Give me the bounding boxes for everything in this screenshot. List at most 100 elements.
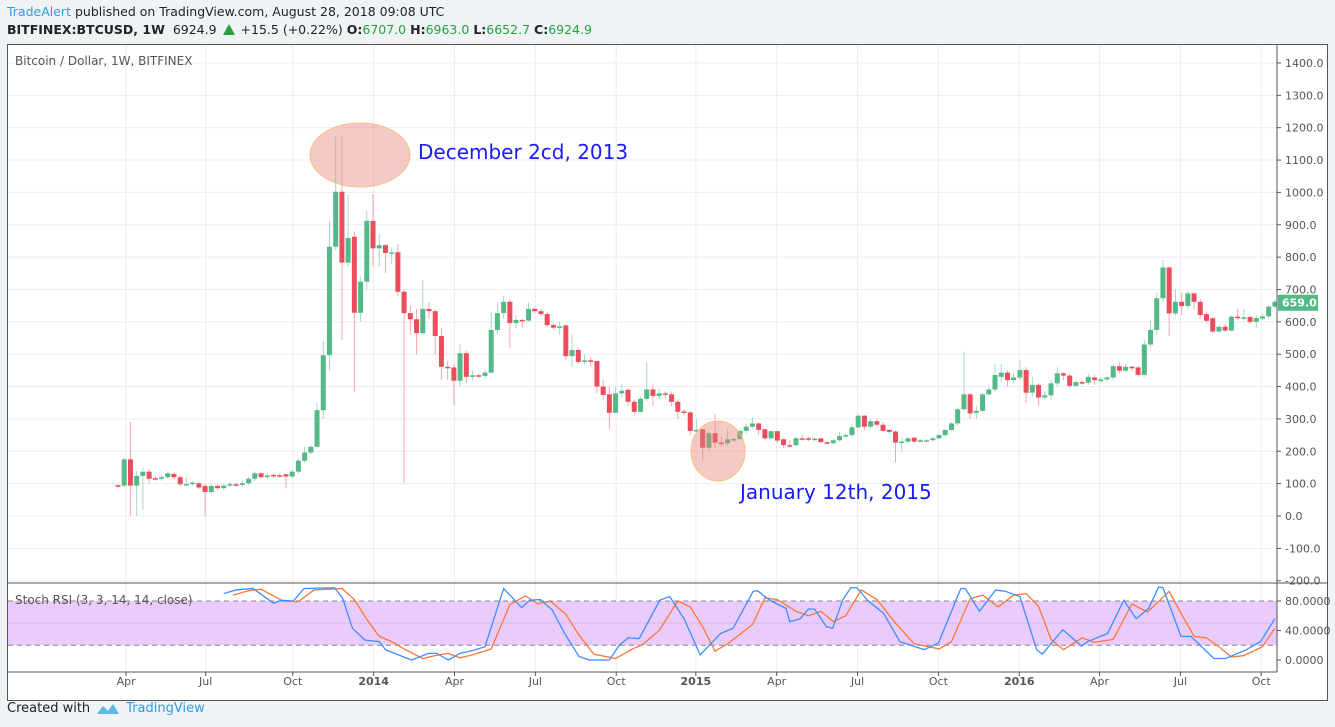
created-with: Created with <box>7 701 91 716</box>
candle <box>1048 380 1054 400</box>
candle <box>992 363 998 392</box>
candle-body <box>1123 366 1129 371</box>
candle <box>134 470 140 516</box>
candle-body <box>1148 329 1154 345</box>
candle-body <box>637 398 643 412</box>
candle-body <box>1073 382 1079 386</box>
candle <box>986 386 992 397</box>
candle-body <box>986 389 992 395</box>
candle <box>1241 308 1247 321</box>
candle <box>302 446 308 463</box>
candle-body <box>644 389 650 399</box>
candle-body <box>600 386 606 395</box>
candle <box>215 483 221 491</box>
price-tick-label: 700.0 <box>1285 283 1317 296</box>
candle-body <box>575 349 581 362</box>
candle-body <box>463 353 469 377</box>
candle <box>787 439 793 449</box>
candle-body <box>613 393 619 413</box>
stoch-band <box>8 600 1277 646</box>
candle-body <box>215 485 221 489</box>
candle <box>948 422 954 432</box>
tradingview-link[interactable]: TradingView <box>126 701 205 716</box>
candle-body <box>470 375 476 377</box>
candle-body <box>961 394 967 410</box>
candle <box>140 467 146 510</box>
candle <box>899 438 905 452</box>
candle-body <box>1141 344 1147 375</box>
candle-body <box>246 478 252 484</box>
candle-body <box>165 473 171 478</box>
candle-body <box>762 429 768 439</box>
candle <box>1179 292 1185 316</box>
candle-body <box>196 483 202 488</box>
candle <box>594 360 600 394</box>
candle-body <box>171 473 177 478</box>
time-tick-label: Oct <box>283 675 303 688</box>
candle <box>774 430 780 444</box>
candle-body <box>1172 301 1178 314</box>
candle <box>271 472 276 478</box>
candle <box>289 469 295 479</box>
author-link[interactable]: TradeAlert <box>7 4 71 19</box>
candle <box>283 473 289 489</box>
footer: Created with TradingView <box>7 701 205 716</box>
candle-body <box>277 475 283 477</box>
candle-body <box>1067 375 1073 386</box>
candle <box>824 440 830 445</box>
candle-body <box>930 438 936 441</box>
candle <box>637 396 643 413</box>
candle <box>625 388 631 406</box>
candle <box>849 423 855 437</box>
candle <box>1154 292 1160 335</box>
candle-body <box>718 442 724 445</box>
candle-body <box>532 308 538 312</box>
candle-body <box>998 372 1004 377</box>
candle <box>1166 266 1172 337</box>
candle-body <box>1060 373 1066 376</box>
candle-body <box>843 435 849 437</box>
candle-body <box>295 460 301 472</box>
candle <box>532 306 538 314</box>
candle <box>874 418 880 427</box>
candle-body <box>382 245 388 253</box>
candle-body <box>1116 366 1122 371</box>
candle-body <box>264 475 270 478</box>
candle-body <box>992 374 998 390</box>
high-value: 6963.0 <box>425 22 470 37</box>
publish-info: TradeAlert published on TradingView.com,… <box>7 4 444 19</box>
candle-body <box>488 329 494 373</box>
candle-body <box>1042 395 1048 398</box>
candle-body <box>202 485 208 493</box>
price-tick-label: 200.0 <box>1285 445 1317 458</box>
candle <box>1073 380 1079 387</box>
candle-body <box>438 336 444 367</box>
candle <box>1253 315 1259 329</box>
candle-body <box>650 389 656 396</box>
candle-body <box>675 401 681 412</box>
candle-body <box>656 393 662 396</box>
up-arrow-icon <box>222 24 235 35</box>
candle <box>843 433 849 438</box>
candle-body <box>1098 379 1104 381</box>
candle <box>669 391 675 406</box>
candle-body <box>320 355 326 411</box>
candle <box>1235 308 1241 321</box>
stoch-k-line <box>223 586 1276 661</box>
candle-body <box>824 442 830 444</box>
candle <box>737 429 743 440</box>
grid <box>8 45 1277 672</box>
candle <box>308 444 314 455</box>
candle-body <box>507 301 513 324</box>
candle <box>1017 360 1023 381</box>
high-label: H: <box>410 22 426 37</box>
candle <box>812 436 818 441</box>
candle-body <box>681 411 687 413</box>
candle-body <box>1179 301 1185 306</box>
candle <box>557 321 563 335</box>
close-label: C: <box>534 22 549 37</box>
candle <box>482 370 488 379</box>
candle-body <box>687 412 693 431</box>
candle-body <box>712 433 718 443</box>
